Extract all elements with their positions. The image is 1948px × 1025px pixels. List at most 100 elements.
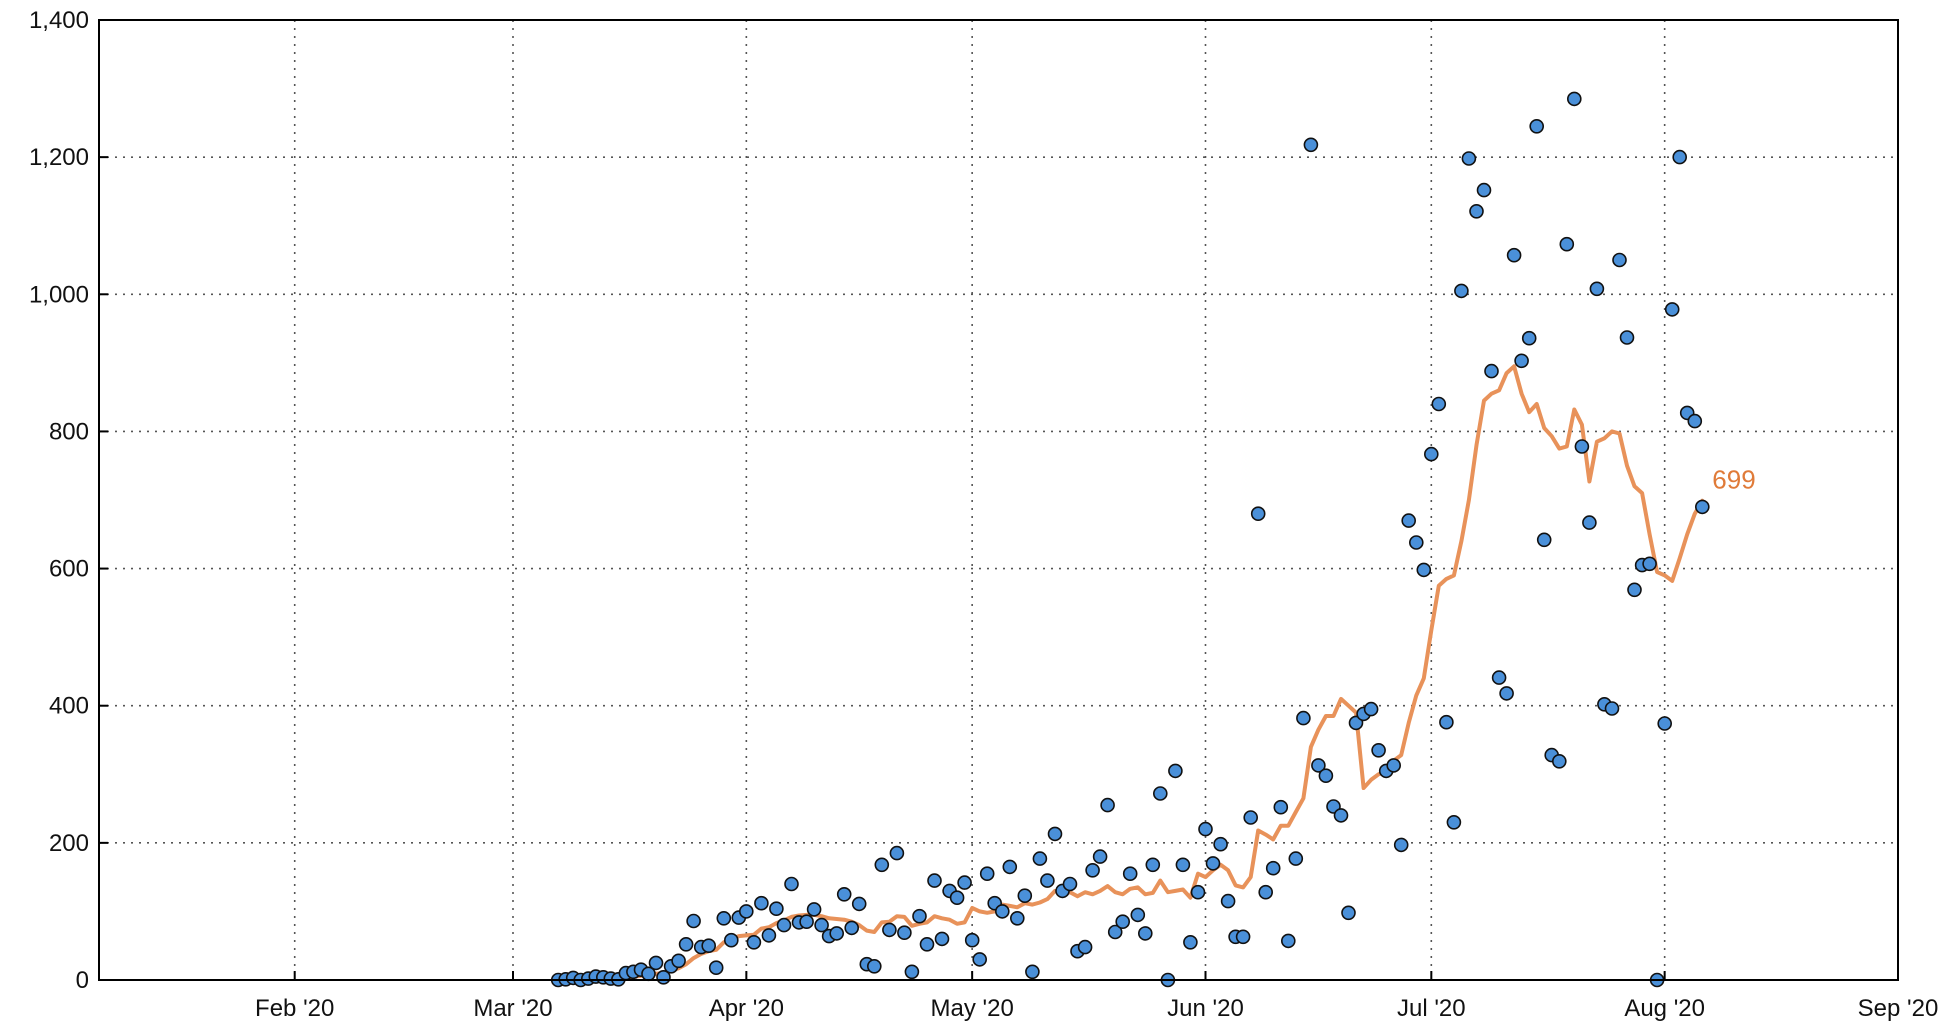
data-point xyxy=(1606,702,1619,715)
data-point xyxy=(845,921,858,934)
data-point xyxy=(1515,354,1528,367)
data-point xyxy=(951,891,964,904)
data-point xyxy=(1417,563,1430,576)
data-point xyxy=(672,954,685,967)
data-point xyxy=(1018,889,1031,902)
average-end-label: 699 xyxy=(1712,465,1755,495)
data-point xyxy=(1523,332,1536,345)
data-point xyxy=(1538,533,1551,546)
data-point xyxy=(1282,934,1295,947)
data-point xyxy=(936,932,949,945)
data-point xyxy=(1131,908,1144,921)
data-point xyxy=(1101,799,1114,812)
data-point xyxy=(1304,138,1317,151)
data-point xyxy=(800,915,813,928)
data-point xyxy=(687,915,700,928)
x-tick-label: Jul '20 xyxy=(1397,995,1466,1022)
data-point xyxy=(981,867,994,880)
data-point xyxy=(1553,755,1566,768)
data-point xyxy=(770,902,783,915)
data-point xyxy=(1500,687,1513,700)
data-point xyxy=(928,874,941,887)
data-point xyxy=(762,929,775,942)
data-point xyxy=(1696,500,1709,513)
data-point xyxy=(740,905,753,918)
data-point xyxy=(1688,415,1701,428)
data-point xyxy=(1395,838,1408,851)
data-point xyxy=(1064,878,1077,891)
data-point xyxy=(1289,852,1302,865)
data-point xyxy=(1478,184,1491,197)
data-point xyxy=(1033,852,1046,865)
average-line-layer xyxy=(603,366,1702,980)
data-point xyxy=(702,939,715,952)
data-point xyxy=(785,878,798,891)
data-point xyxy=(838,888,851,901)
x-tick-label: Mar '20 xyxy=(473,995,552,1022)
data-point xyxy=(1508,249,1521,262)
data-point xyxy=(921,938,934,951)
data-point xyxy=(853,897,866,910)
data-point xyxy=(1485,365,1498,378)
data-point xyxy=(1184,936,1197,949)
data-point xyxy=(1169,764,1182,777)
data-point xyxy=(1319,769,1332,782)
x-tick-label: Sep '20 xyxy=(1858,995,1939,1022)
data-point xyxy=(1568,92,1581,105)
x-tick-label: Jun '20 xyxy=(1167,995,1244,1022)
x-axis-tick-labels: Feb '20Mar '20Apr '20May '20Jun '20Jul '… xyxy=(255,995,1938,1022)
data-point xyxy=(1011,912,1024,925)
data-point xyxy=(1094,850,1107,863)
y-tick-label: 1,400 xyxy=(29,7,89,34)
data-point xyxy=(1530,120,1543,133)
data-point xyxy=(1139,927,1152,940)
data-point xyxy=(1342,906,1355,919)
data-point xyxy=(1590,282,1603,295)
data-point xyxy=(1026,965,1039,978)
tick-marks xyxy=(99,20,1898,980)
x-tick-label: Aug '20 xyxy=(1624,995,1705,1022)
data-point xyxy=(898,926,911,939)
data-point xyxy=(1079,941,1092,954)
data-point xyxy=(830,927,843,940)
data-point xyxy=(680,938,693,951)
y-tick-label: 800 xyxy=(49,418,89,445)
average-line xyxy=(603,366,1702,980)
data-point xyxy=(747,936,760,949)
data-point xyxy=(883,923,896,936)
data-point xyxy=(1673,151,1686,164)
data-point xyxy=(875,858,888,871)
data-point xyxy=(1387,759,1400,772)
data-point xyxy=(1041,874,1054,887)
data-point xyxy=(973,953,986,966)
data-point xyxy=(1402,514,1415,527)
data-point xyxy=(958,876,971,889)
data-point xyxy=(808,903,821,916)
data-point xyxy=(1274,801,1287,814)
data-point xyxy=(1259,886,1272,899)
data-point xyxy=(1297,712,1310,725)
data-point xyxy=(1222,895,1235,908)
y-axis-tick-labels: 02004006008001,0001,2001,400 xyxy=(29,7,89,994)
data-point xyxy=(905,965,918,978)
data-point xyxy=(650,956,663,969)
data-point xyxy=(1583,516,1596,529)
data-point xyxy=(1628,583,1641,596)
data-point xyxy=(1410,536,1423,549)
data-point xyxy=(1199,823,1212,836)
data-point xyxy=(778,919,791,932)
data-point xyxy=(710,961,723,974)
y-tick-label: 600 xyxy=(49,556,89,583)
data-point xyxy=(913,910,926,923)
x-tick-label: May '20 xyxy=(931,995,1014,1022)
data-point xyxy=(1560,238,1573,251)
y-tick-label: 1,000 xyxy=(29,281,89,308)
data-point xyxy=(1621,331,1634,344)
data-point xyxy=(1267,862,1280,875)
data-point xyxy=(1124,867,1137,880)
data-point xyxy=(1154,787,1167,800)
data-point xyxy=(1658,717,1671,730)
y-tick-label: 200 xyxy=(49,830,89,857)
data-point xyxy=(1462,152,1475,165)
